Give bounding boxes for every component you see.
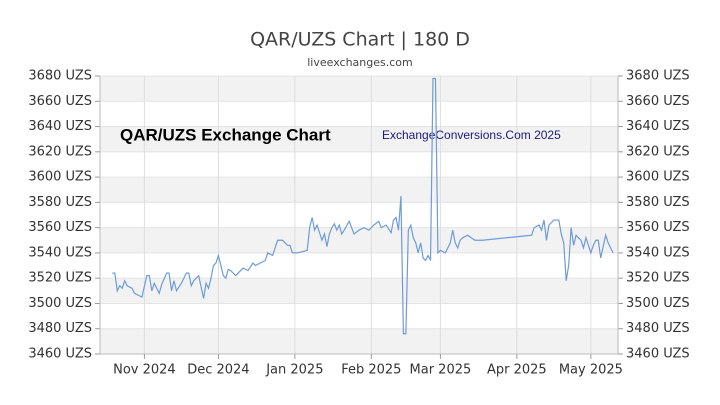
y-tick-label: 3660 UZS — [28, 94, 92, 109]
x-tick-label: Mar 2025 — [410, 363, 472, 378]
y-tick-label: 3500 UZS — [28, 296, 92, 311]
chart-subtitle: liveexchanges.com — [307, 56, 412, 69]
grid-band — [100, 227, 618, 253]
x-tick-label: Nov 2024 — [113, 363, 176, 378]
y2-tick-label: 3660 UZS — [626, 94, 690, 109]
y-tick-label: 3540 UZS — [28, 245, 92, 260]
y2-tick-label: 3520 UZS — [626, 271, 690, 286]
y-tick-label: 3600 UZS — [28, 170, 92, 185]
y2-tick-label: 3540 UZS — [626, 245, 690, 260]
y2-tick-label: 3640 UZS — [626, 119, 690, 134]
y2-tick-label: 3560 UZS — [626, 220, 690, 235]
y2-tick-label: 3500 UZS — [626, 296, 690, 311]
chart-title: QAR/UZS Chart | 180 D — [250, 29, 470, 51]
y2-tick-label: 3480 UZS — [626, 321, 690, 336]
y-tick-label: 3560 UZS — [28, 220, 92, 235]
y2-tick-label: 3580 UZS — [626, 195, 690, 210]
y2-tick-label: 3680 UZS — [626, 69, 690, 84]
y2-tick-label: 3460 UZS — [626, 347, 690, 362]
annotation: ExchangeConversions.Com 2025 — [382, 128, 561, 142]
x-tick-label: Apr 2025 — [487, 363, 547, 378]
x-tick-label: Jan 2025 — [265, 363, 323, 378]
grid-band — [100, 328, 618, 354]
x-tick-label: Dec 2024 — [187, 363, 249, 378]
y-tick-label: 3480 UZS — [28, 321, 92, 336]
y2-tick-label: 3620 UZS — [626, 144, 690, 159]
grid-band — [100, 126, 618, 152]
annotation: QAR/UZS Exchange Chart — [120, 125, 331, 144]
grid-band — [100, 177, 618, 203]
series-line — [112, 77, 614, 335]
y-tick-label: 3640 UZS — [28, 119, 92, 134]
y-tick-label: 3520 UZS — [28, 271, 92, 286]
y-tick-label: 3580 UZS — [28, 195, 92, 210]
y2-tick-label: 3600 UZS — [626, 170, 690, 185]
grid-band — [100, 76, 618, 102]
grid-band — [100, 278, 618, 304]
x-tick-label: Feb 2025 — [341, 363, 401, 378]
y-tick-label: 3460 UZS — [28, 347, 92, 362]
y-tick-label: 3680 UZS — [28, 69, 92, 84]
x-tick-label: May 2025 — [559, 363, 623, 378]
y-tick-label: 3620 UZS — [28, 144, 92, 159]
